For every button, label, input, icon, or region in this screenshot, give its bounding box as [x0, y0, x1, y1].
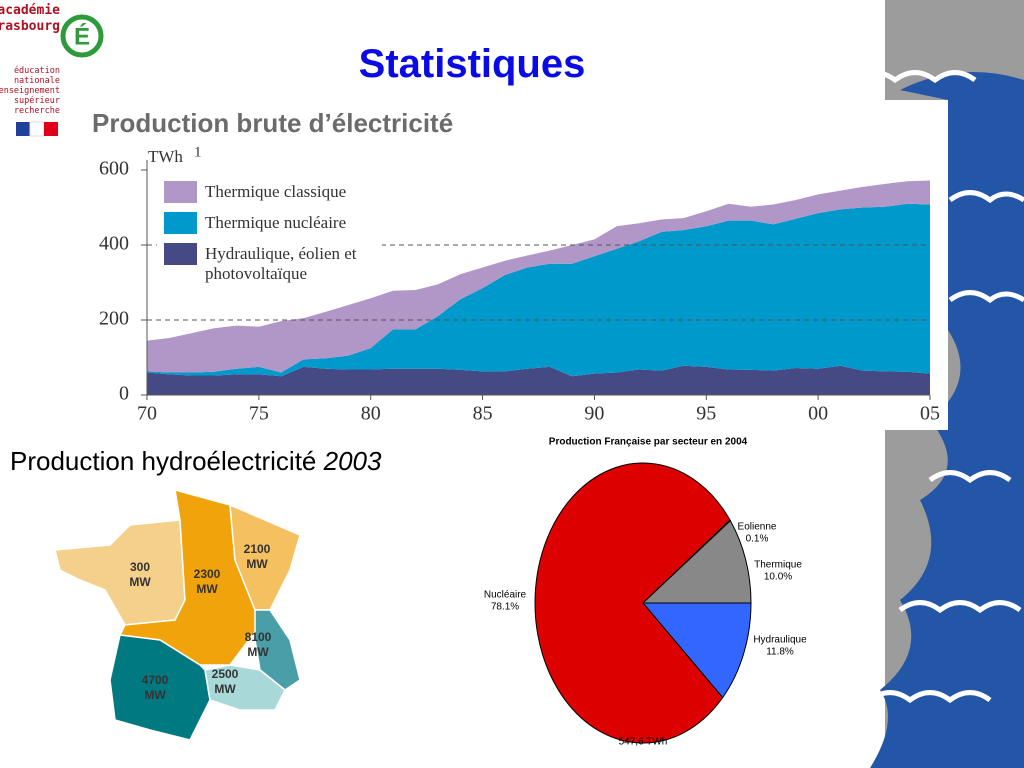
x-tick-label: 75	[249, 403, 269, 425]
pie-label: Nucléaire	[484, 590, 527, 601]
legend-swatch	[164, 212, 197, 234]
pie-value-label: 11.8%	[766, 647, 794, 658]
region-unit: MW	[246, 557, 268, 571]
x-tick-label: 85	[473, 403, 493, 425]
wave-foam	[853, 70, 1024, 704]
legend-label: Hydraulique, éolien et photovoltaïque	[205, 244, 357, 283]
x-tick-label: 80	[361, 403, 381, 425]
region-value: 4700	[142, 673, 169, 687]
map-year: 2003	[323, 446, 382, 476]
legend-label: Thermique nucléaire	[205, 213, 347, 232]
x-tick-label: 95	[696, 403, 716, 425]
area	[147, 180, 930, 373]
y-tick-label: 400	[99, 233, 129, 255]
pie-slice	[641, 602, 752, 699]
region-value: 2100	[244, 542, 271, 556]
logo-name: académie	[0, 3, 60, 18]
chart-title: Production brute d’électricité	[92, 108, 454, 138]
y-tick-label: 600	[99, 158, 129, 180]
region-unit: MW	[129, 575, 151, 589]
region-value: 2500	[212, 667, 239, 681]
x-tick-label: 00	[808, 403, 828, 425]
pie-value-label: 0.1%	[746, 534, 769, 545]
pie-value-label: 78.1%	[491, 602, 519, 613]
logo-name: Strasbourg	[0, 19, 60, 34]
map-title: Production hydroélectricité 2003	[10, 446, 381, 477]
legend-swatch	[164, 243, 197, 265]
svg-text:É: É	[74, 22, 90, 50]
region-unit: MW	[247, 645, 269, 659]
region-unit: MW	[196, 582, 218, 596]
pie-label: Thermique	[754, 560, 802, 571]
x-tick-label: 90	[584, 403, 604, 425]
y-axis-label: TWh	[148, 147, 183, 166]
map-region	[54, 519, 186, 626]
logo-line: enseignement	[0, 86, 60, 96]
y-tick-label: 200	[99, 308, 129, 330]
logo-line: recherche	[13, 106, 60, 116]
pie-value-label: 10.0%	[764, 572, 792, 583]
x-tick-label: 05	[920, 403, 940, 425]
region-value: 8100	[245, 630, 272, 644]
map-region	[204, 664, 286, 711]
chart-title: Production Française par secteur en 2004	[549, 437, 748, 448]
logo-mark: É	[16, 14, 104, 137]
total-label: 547,6 TWh	[619, 737, 668, 748]
logo-line: éducation	[13, 66, 60, 76]
region-value: 300	[130, 560, 150, 574]
map-title-text: Production hydroélectricité	[10, 446, 317, 476]
pie-label: Hydraulique	[753, 635, 807, 646]
footnote: 1	[194, 144, 202, 160]
map-region	[109, 634, 211, 741]
region-value: 2300	[194, 567, 221, 581]
pie-label: Eolienne	[738, 522, 777, 533]
legend-swatch	[164, 181, 197, 203]
legend-label: Thermique classique	[205, 182, 347, 201]
pie-slice	[534, 462, 731, 744]
area	[147, 203, 930, 377]
x-tick-label: 70	[137, 403, 157, 425]
logo-line: supérieur	[13, 96, 60, 106]
logo-line: nationale	[13, 76, 60, 86]
y-tick-label: 0	[119, 383, 129, 405]
pie-slice	[641, 519, 752, 604]
region-unit: MW	[214, 682, 236, 696]
area	[147, 365, 930, 395]
slide-title: Statistiques	[358, 42, 586, 86]
region-unit: MW	[144, 688, 166, 702]
